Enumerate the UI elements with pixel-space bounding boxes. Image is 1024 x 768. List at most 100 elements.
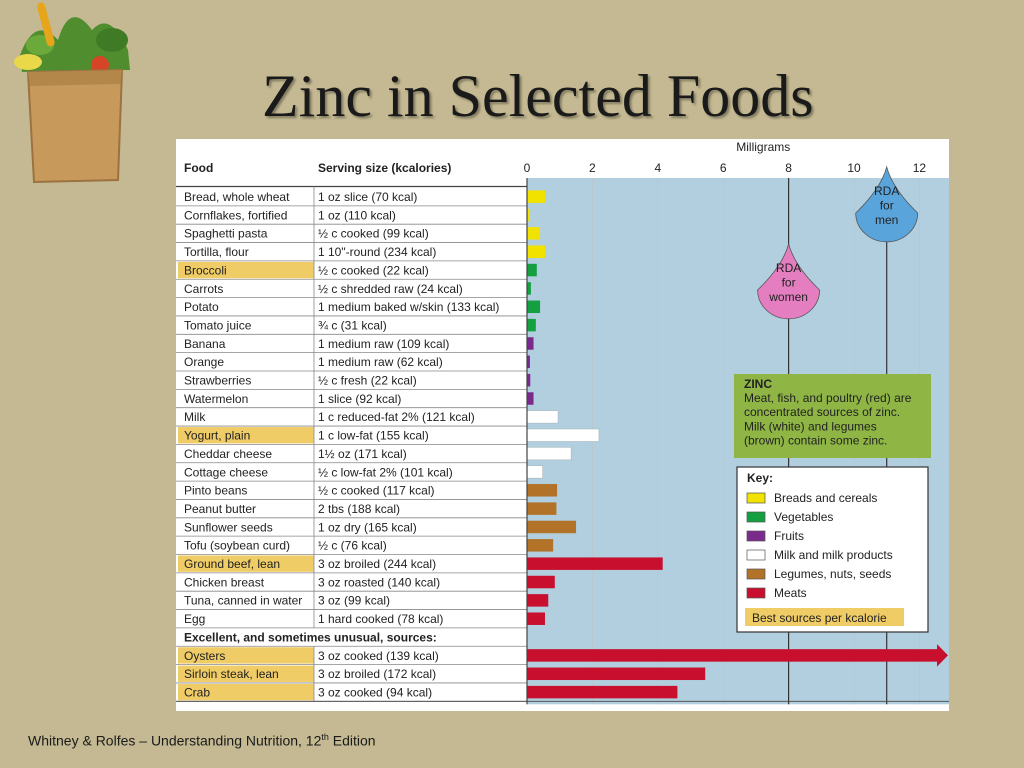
serving-label: ¾ c (31 kcal) — [318, 318, 387, 332]
best-source-highlight — [178, 665, 314, 682]
serving-label: 1 medium baked w/skin (133 kcal) — [318, 300, 499, 314]
bar — [526, 410, 559, 424]
food-label: Bread, whole wheat — [184, 190, 290, 204]
bar — [527, 685, 678, 699]
bar — [527, 318, 536, 332]
bar — [527, 484, 558, 497]
serving-label: 1 oz dry (165 kcal) — [318, 520, 417, 534]
info-box-line: (brown) contain some zinc. — [744, 434, 887, 448]
bar — [527, 373, 531, 387]
serving-label: 1½ oz (171 kcal) — [318, 447, 407, 461]
food-label: Watermelon — [184, 392, 248, 406]
serving-label: 3 oz cooked (139 kcal) — [318, 649, 439, 663]
bar — [527, 282, 531, 295]
grocery-bag-icon — [14, 2, 130, 184]
food-label: Spaghetti pasta — [184, 227, 268, 241]
legend-item-label: Milk and milk products — [774, 548, 893, 562]
serving-label: 2 tbs (188 kcal) — [318, 502, 400, 516]
legend-swatch — [746, 492, 766, 504]
footer-citation: Whitney & Rolfes – Understanding Nutriti… — [28, 732, 376, 749]
bar — [527, 227, 541, 240]
food-label: Cottage cheese — [184, 465, 268, 479]
zinc-chart: Milligrams 0 2 4 6 8 10 12 Food Serving size (kc… — [176, 139, 949, 711]
legend-swatch — [746, 511, 766, 523]
food-label: Ground beef, lean — [184, 557, 280, 571]
best-source-highlight — [178, 427, 314, 444]
food-label: Milk — [184, 410, 206, 424]
legend-swatch — [746, 587, 766, 599]
legend-swatch — [746, 549, 766, 561]
food-label: Potato — [184, 300, 219, 314]
legend-best-label: Best sources per kcalorie — [752, 611, 887, 625]
rda-label: men — [875, 213, 898, 227]
bar — [527, 208, 530, 222]
food-label: Chicken breast — [184, 575, 265, 589]
bar — [527, 594, 549, 607]
serving-label: 3 oz roasted (140 kcal) — [318, 575, 440, 589]
serving-label: ½ c cooked (117 kcal) — [318, 484, 435, 498]
column-header-serving: Serving size (kcalories) — [318, 161, 451, 175]
food-label: Oysters — [184, 649, 225, 663]
serving-label: 3 oz cooked (94 kcal) — [318, 685, 432, 699]
x-tick-label: 0 — [524, 161, 531, 175]
info-box-line: concentrated sources of zinc. — [744, 405, 900, 419]
food-label: Yogurt, plain — [184, 429, 250, 443]
section-label: Excellent, and sometimes unusual, source… — [184, 630, 437, 644]
bar-arrow — [937, 644, 948, 667]
bar — [527, 575, 555, 589]
slide-title: Zinc in Selected Foods — [262, 63, 814, 129]
info-box-heading: ZINC — [744, 377, 772, 391]
info-box-line: Milk (white) and legumes — [744, 419, 877, 433]
info-box-line: Meat, fish, and poultry (red) are — [744, 391, 912, 405]
food-label: Tofu (soybean curd) — [184, 539, 290, 553]
best-source-highlight — [178, 555, 314, 572]
serving-label: 1 hard cooked (78 kcal) — [318, 612, 443, 626]
serving-label: 1 slice (92 kcal) — [318, 392, 401, 406]
legend-title: Key: — [747, 471, 773, 485]
serving-label: 1 10"-round (234 kcal) — [318, 245, 436, 259]
rda-droplet — [855, 165, 919, 243]
best-source-highlight — [178, 683, 314, 701]
bar — [527, 190, 545, 203]
food-label: Peanut butter — [184, 502, 256, 516]
food-label: Tuna, canned in water — [184, 594, 302, 608]
bar — [527, 337, 534, 350]
bar — [527, 502, 557, 515]
x-tick-label: 6 — [720, 161, 727, 175]
legend-item-label: Fruits — [774, 529, 804, 543]
bar — [526, 428, 600, 442]
serving-label: 1 c reduced-fat 2% (121 kcal) — [318, 410, 475, 424]
bar — [527, 355, 530, 369]
bar — [527, 263, 537, 277]
bar — [526, 465, 543, 479]
food-label: Cheddar cheese — [184, 447, 272, 461]
rda-label: for — [782, 276, 796, 290]
legend-item-label: Legumes, nuts, seeds — [774, 567, 891, 581]
footer-text: Whitney & Rolfes – Understanding Nutriti… — [28, 732, 322, 749]
food-label: Carrots — [184, 282, 223, 296]
x-tick-label: 8 — [785, 161, 792, 175]
serving-label: ½ c fresh (22 kcal) — [318, 374, 417, 388]
legend-item-label: Breads and cereals — [774, 491, 877, 505]
serving-label: ½ c shredded raw (24 kcal) — [318, 282, 463, 296]
x-tick-label: 12 — [913, 161, 927, 175]
bar — [527, 667, 706, 681]
food-label: Sunflower seeds — [184, 520, 273, 534]
serving-label: 3 oz broiled (172 kcal) — [318, 667, 436, 681]
bar — [527, 245, 545, 258]
serving-label: 1 c low-fat (155 kcal) — [318, 429, 429, 443]
food-label: Tomato juice — [184, 318, 252, 332]
x-axis-title: Milligrams — [736, 140, 790, 154]
best-source-highlight — [178, 647, 314, 664]
bar — [527, 300, 541, 314]
x-tick-label: 10 — [847, 161, 861, 175]
column-header-food: Food — [184, 161, 213, 175]
food-label: Sirloin steak, lean — [184, 667, 279, 681]
bar — [527, 520, 577, 534]
food-label: Crab — [184, 685, 210, 699]
legend-box — [736, 466, 929, 633]
legend-best-swatch — [745, 608, 904, 626]
footer-tail: Edition — [328, 732, 376, 749]
rda-droplet — [757, 242, 821, 320]
food-label: Pinto beans — [184, 484, 247, 498]
